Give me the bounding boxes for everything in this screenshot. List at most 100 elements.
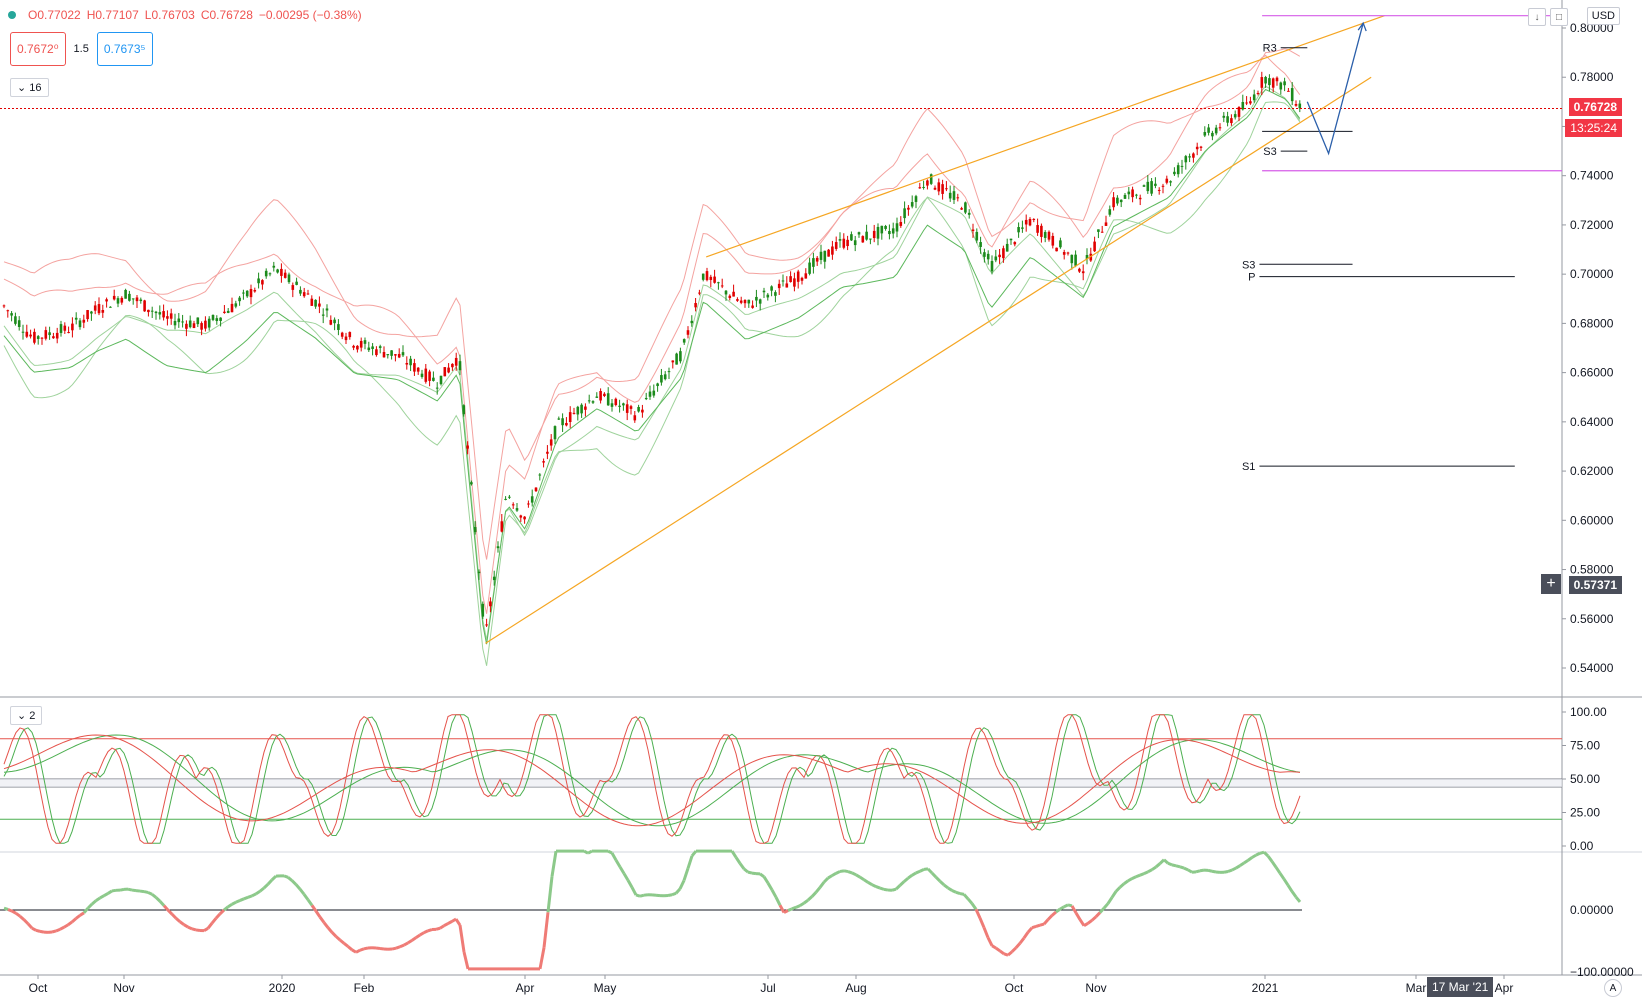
sell-button[interactable]: 0.7672⁰ <box>10 32 66 66</box>
osc-line-segment <box>1195 869 1201 874</box>
osc-line-segment <box>839 869 845 873</box>
osc-line-segment <box>686 855 694 869</box>
candle-body <box>71 323 74 331</box>
maximize-icon[interactable]: □ <box>1550 8 1568 26</box>
osc-line-segment <box>1179 865 1185 870</box>
candle-body <box>565 422 568 426</box>
candle-body <box>546 451 549 454</box>
osc-line-segment <box>803 898 809 905</box>
candle-body <box>834 242 838 249</box>
candle-body <box>321 314 325 316</box>
candle-body <box>1123 194 1127 199</box>
candle-body <box>945 188 948 190</box>
candle-body <box>344 336 348 341</box>
osc-line-segment <box>347 945 353 951</box>
arrow-down-icon[interactable]: ↓ <box>1528 8 1546 26</box>
osc-line-segment <box>587 849 593 855</box>
stoch-indicator-badge[interactable]: ⌄ 2 <box>10 706 43 725</box>
osc-line-segment <box>1067 903 1073 908</box>
time-tick-label: Jul <box>760 981 775 995</box>
projection-arrow-line <box>1306 22 1364 156</box>
osc-line-segment <box>1266 855 1274 863</box>
candle-body <box>694 302 697 308</box>
candle-body <box>587 400 591 402</box>
osc-line-segment <box>131 888 137 893</box>
osc-line-segment <box>667 893 673 897</box>
candle-body <box>14 316 17 324</box>
candle-body <box>253 290 257 292</box>
osc-line-segment <box>107 889 113 895</box>
candle-body <box>884 225 887 229</box>
buy-button[interactable]: 0.7673⁵ <box>96 32 153 66</box>
osc-line-segment <box>766 882 774 891</box>
moving-average-line <box>3 88 1301 645</box>
candle-body <box>147 309 150 313</box>
osc-line-segment <box>26 922 34 930</box>
osc-line-segment <box>170 913 178 920</box>
price-tick-label: 0.54000 <box>1570 661 1614 675</box>
candle-body <box>523 516 526 520</box>
candle-body <box>1268 78 1271 86</box>
osc-line-segment <box>951 889 957 894</box>
osc-line-segment <box>614 859 622 868</box>
stoch-indicator-count: 2 <box>29 710 36 722</box>
osc-line-segment <box>403 941 409 947</box>
candle-body <box>618 405 621 407</box>
candle-body <box>1192 153 1195 158</box>
osc-line-segment <box>351 948 357 954</box>
main-indicator-badge[interactable]: ⌄ 16 <box>10 78 49 97</box>
osc-line-segment <box>1255 851 1261 857</box>
add-alert-icon[interactable]: + <box>1541 574 1561 594</box>
osc-line-segment <box>1135 873 1141 879</box>
candle-body <box>804 273 808 279</box>
candle-body <box>477 571 481 574</box>
price-tick-label: 0.70000 <box>1570 267 1614 281</box>
osc-line-segment <box>1010 946 1018 953</box>
osc-line-segment <box>314 910 322 918</box>
candle-body <box>572 412 576 414</box>
osc-line-segment <box>827 874 833 880</box>
candle-body <box>401 352 405 356</box>
osc-line-segment <box>99 894 105 900</box>
candle-body <box>166 316 169 319</box>
candle-body <box>774 292 777 296</box>
osc-line-segment <box>355 948 361 954</box>
candle-body <box>671 360 675 363</box>
candle-body <box>485 624 488 626</box>
pivot-level-label: R3 <box>1263 43 1277 55</box>
osc-line-segment <box>818 881 826 889</box>
candle-body <box>1043 232 1047 238</box>
candle-body <box>1135 194 1138 196</box>
osc-line-segment <box>71 917 77 924</box>
osc-line-segment <box>423 929 429 934</box>
candle-body <box>188 320 192 328</box>
candle-body <box>1230 118 1233 124</box>
candle-body <box>340 332 344 337</box>
candle-body <box>169 313 173 319</box>
price-tick-label: 0.62000 <box>1570 464 1614 478</box>
stoch-tick-label: 25.00 <box>1570 806 1600 820</box>
osc-line-segment <box>851 871 857 877</box>
candle-body <box>29 334 32 337</box>
candle-body <box>93 305 97 311</box>
candle-body <box>1142 185 1146 187</box>
osc-line-segment <box>22 918 30 925</box>
osc-line-segment <box>1063 903 1069 909</box>
candle-body <box>633 415 637 421</box>
osc-line-segment <box>671 891 677 897</box>
candle-body <box>462 405 466 415</box>
auto-scale-button[interactable]: A <box>1604 979 1622 997</box>
candle-body <box>1036 225 1039 233</box>
osc-line-segment <box>1187 868 1193 874</box>
osc-line-segment <box>19 915 25 921</box>
candle-body <box>1119 199 1123 203</box>
osc-line-segment <box>162 904 170 912</box>
candle-body <box>86 310 89 320</box>
candle-body <box>831 246 834 255</box>
osc-line-segment <box>1231 866 1237 872</box>
candle-body <box>154 311 158 314</box>
candle-body <box>226 310 230 313</box>
candle-body <box>242 292 245 294</box>
currency-button[interactable]: USD <box>1586 7 1620 25</box>
